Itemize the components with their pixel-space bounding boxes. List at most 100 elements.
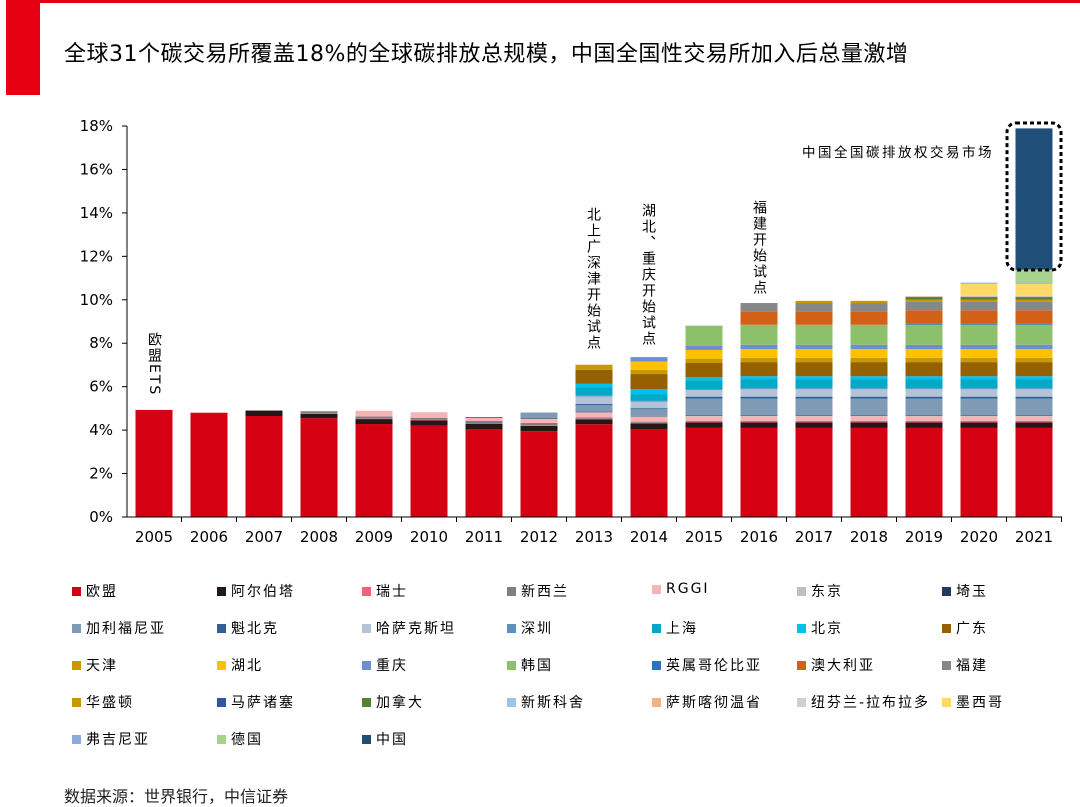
legend-swatch xyxy=(72,660,81,670)
legend-swatch xyxy=(797,660,806,670)
bar-segment xyxy=(905,296,943,300)
bar-segment xyxy=(1015,344,1053,350)
bar-segment xyxy=(960,323,998,325)
bar-segment xyxy=(410,419,448,421)
x-tick-label: 2008 xyxy=(300,528,338,546)
bar-segment xyxy=(685,415,723,417)
bar-segment xyxy=(1015,295,1053,297)
bar-segment xyxy=(685,345,723,350)
legend-label: 广东 xyxy=(956,621,988,637)
legend-item: 埼玉 xyxy=(942,581,988,601)
legend-item: 瑞士 xyxy=(362,581,408,601)
bar-segment xyxy=(1015,324,1053,345)
bar-segment xyxy=(575,405,613,412)
bar-segment xyxy=(630,374,668,390)
bar-segment xyxy=(795,344,833,350)
bar-segment xyxy=(1015,299,1053,302)
legend-label: 深圳 xyxy=(521,621,553,637)
bar-segment xyxy=(740,389,778,397)
bar-segment xyxy=(795,398,833,416)
legend-item: 重庆 xyxy=(362,655,408,675)
legend-label: 新斯科舍 xyxy=(521,695,585,711)
bar-segment xyxy=(960,296,998,300)
bar-segment xyxy=(905,388,943,390)
bar-segment xyxy=(685,422,723,428)
bar-segment xyxy=(960,344,998,350)
bar-segment xyxy=(905,379,943,389)
bar-segment xyxy=(1015,296,1053,297)
bar-segment xyxy=(850,376,888,380)
bar-segment xyxy=(850,420,888,422)
legend-swatch xyxy=(362,623,371,633)
legend-swatch xyxy=(217,660,226,670)
legend-label: RGGI xyxy=(666,581,710,597)
bar-segment xyxy=(575,411,613,413)
legend-swatch xyxy=(362,697,371,707)
bar-segment xyxy=(685,396,723,399)
bar-segment xyxy=(850,379,888,389)
bar-segment xyxy=(850,303,888,312)
legend-item: 萨斯喀彻温省 xyxy=(652,692,762,712)
bar-segment xyxy=(960,324,998,345)
bar-segment xyxy=(740,344,778,350)
bar-segment xyxy=(960,310,998,324)
bar-segment xyxy=(740,416,778,421)
bar-segment xyxy=(575,418,613,420)
bar-segment xyxy=(850,415,888,417)
bar-segment xyxy=(850,389,888,397)
bar-segment xyxy=(850,416,888,421)
y-tick-label: 6% xyxy=(89,378,113,396)
bar-segment xyxy=(905,349,943,358)
bar-segment xyxy=(630,394,668,401)
bar-segment xyxy=(1015,357,1053,363)
legend-item: 新西兰 xyxy=(507,581,569,601)
legend-label: 上海 xyxy=(666,621,698,637)
bar-segment xyxy=(630,415,668,417)
bar-segment xyxy=(850,357,888,363)
bar-segment xyxy=(575,419,613,425)
legend-label: 东京 xyxy=(811,584,843,600)
legend-item: RGGI xyxy=(652,581,710,597)
bar-segment xyxy=(410,412,448,413)
bar-segment xyxy=(960,427,998,517)
bar-segment xyxy=(795,376,833,380)
legend-item: 深圳 xyxy=(507,618,553,638)
bar-segment xyxy=(795,300,833,304)
bar-segment xyxy=(355,419,393,425)
bar-segment xyxy=(685,389,723,391)
bar-segment xyxy=(740,415,778,416)
bar-segment xyxy=(795,388,833,390)
bar-segment xyxy=(795,420,833,422)
source-note: 数据来源：世界银行，中信证券 xyxy=(64,787,289,806)
legend-swatch xyxy=(507,623,516,633)
legend-label: 韩国 xyxy=(521,658,553,674)
bar-segment xyxy=(740,357,778,363)
bar-segment xyxy=(960,282,998,284)
bar-segment xyxy=(960,362,998,377)
bar-segment xyxy=(960,420,998,422)
annotation-pilot-2013: 北上广深津开始试点 xyxy=(585,207,601,351)
y-tick-label: 4% xyxy=(89,421,113,439)
legend-item: 魁北克 xyxy=(217,618,279,638)
bar-segment xyxy=(465,429,503,517)
page-title: 全球31个碳交易所覆盖18%的全球碳排放总规模，中国全国性交易所加入后总量激增 xyxy=(64,42,909,67)
legend-swatch xyxy=(507,697,516,707)
bar-segment xyxy=(1015,323,1053,325)
bar-segment xyxy=(1015,422,1053,428)
bar-segment xyxy=(1015,420,1053,422)
bar-segment xyxy=(630,421,668,423)
bar-segment xyxy=(740,427,778,517)
bar-segment xyxy=(1015,296,1053,298)
bar-segment xyxy=(685,421,723,423)
legend-label: 华盛顿 xyxy=(86,695,134,711)
bar-segment xyxy=(740,303,778,312)
bar-segment xyxy=(465,423,503,430)
bar-segment xyxy=(905,415,943,417)
x-tick-label: 2021 xyxy=(1015,528,1053,546)
bar-segment xyxy=(850,422,888,428)
bar-segment xyxy=(1015,388,1053,390)
y-tick-label: 2% xyxy=(89,465,113,483)
x-tick-label: 2019 xyxy=(905,528,943,546)
legend-item: 韩国 xyxy=(507,655,553,675)
bar-segment xyxy=(685,398,723,416)
